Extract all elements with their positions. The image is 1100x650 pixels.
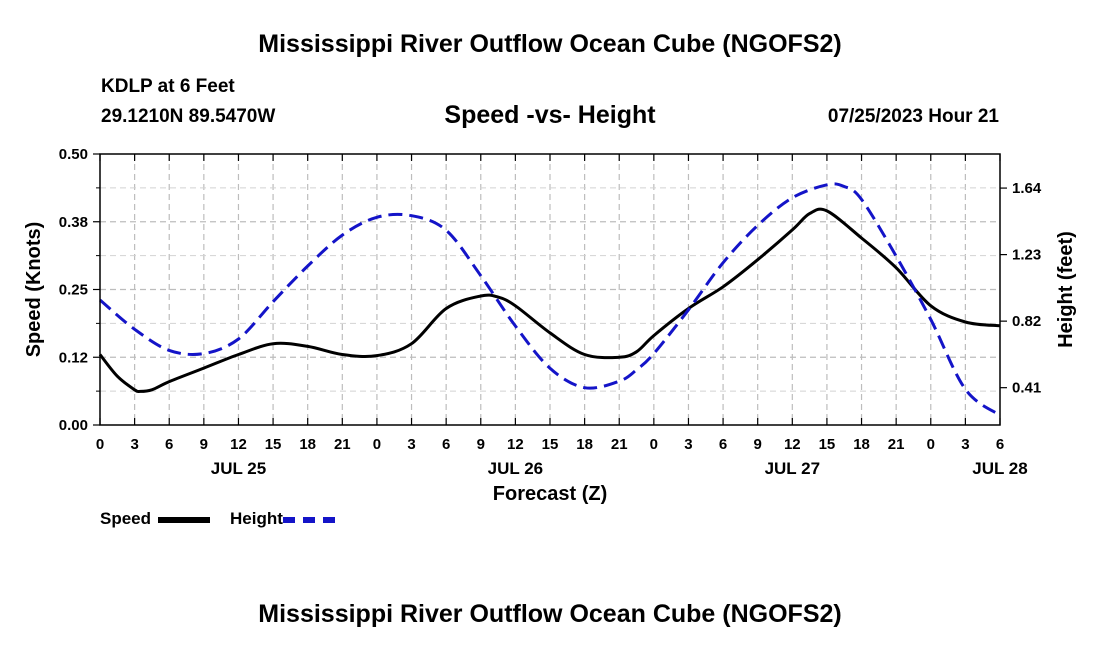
- chart-main-title: Mississippi River Outflow Ocean Cube (NG…: [258, 30, 842, 58]
- x-tick-label: 12: [784, 436, 801, 453]
- x-tick-label: 18: [576, 436, 593, 453]
- x-tick-label: 21: [334, 436, 351, 453]
- grid-layer: [100, 154, 1000, 425]
- y2-tick-label: 1.23: [1012, 247, 1041, 264]
- y-tick-label: 0.00: [59, 417, 88, 434]
- legend-height-label: Height: [230, 509, 283, 528]
- legend-speed-label: Speed: [100, 509, 152, 528]
- x-tick-label: 0: [373, 436, 381, 453]
- axis-layer: 0 3 6 9 12 15 18 21 0 3 6 9 12 15 18 21 0 3 6 9 12 15 18 21 0 3 6 J…: [59, 146, 1042, 478]
- series-layer: [98, 182, 1001, 417]
- y2-tick-label: 0.41: [1012, 380, 1041, 397]
- legend-height-swatch: [282, 516, 335, 523]
- legend-item-height: Height: [230, 509, 335, 529]
- x-tick-label: 3: [407, 436, 415, 453]
- date-label: JUL 27: [765, 459, 820, 478]
- legend-speed-swatch: [157, 516, 210, 523]
- x-tick-label: 3: [684, 436, 692, 453]
- x-tick-label: 0: [650, 436, 658, 453]
- x-tick-label: 21: [888, 436, 905, 453]
- chart-footer-title: Mississippi River Outflow Ocean Cube (NG…: [258, 600, 842, 628]
- y-tick-label: 0.38: [59, 214, 88, 231]
- y-tick-label: 0.12: [59, 349, 88, 366]
- x-tick-label: 15: [265, 436, 282, 453]
- x-tick-label: 3: [961, 436, 969, 453]
- y-axis-label: Speed (Knots): [23, 222, 45, 358]
- x-tick-label: 6: [442, 436, 450, 453]
- x-tick-label: 21: [611, 436, 628, 453]
- x-tick-label: 12: [507, 436, 524, 453]
- y-tick-label: 0.50: [59, 146, 88, 163]
- series-height-line: [99, 182, 1001, 417]
- y-tick-label: 0.25: [59, 282, 88, 299]
- x-tick-label: 6: [996, 436, 1004, 453]
- station-label: KDLP at 6 Feet: [101, 76, 235, 97]
- x-tick-label: 9: [477, 436, 485, 453]
- x-tick-label: 0: [927, 436, 935, 453]
- x-tick-label: 0: [96, 436, 104, 453]
- x-tick-label: 15: [819, 436, 836, 453]
- station-coordinates: 29.1210N 89.5470W: [101, 106, 276, 127]
- legend-item-speed: Speed: [100, 509, 210, 529]
- x-tick-label: 6: [165, 436, 173, 453]
- x-tick-label: 3: [130, 436, 138, 453]
- x-axis-label: Forecast (Z): [493, 483, 607, 505]
- y2-tick-label: 0.82: [1012, 313, 1041, 330]
- x-tick-label: 9: [754, 436, 762, 453]
- x-tick-label: 6: [719, 436, 727, 453]
- x-tick-label: 9: [200, 436, 208, 453]
- y2-axis-label: Height (feet): [1055, 231, 1077, 348]
- date-label: JUL 25: [211, 459, 266, 478]
- date-label: JUL 28: [972, 459, 1027, 478]
- date-label: JUL 26: [488, 459, 543, 478]
- x-tick-label: 18: [299, 436, 316, 453]
- x-tick-label: 18: [853, 436, 870, 453]
- series-speed-line: [98, 207, 1001, 394]
- x-tick-label: 15: [542, 436, 559, 453]
- x-tick-label: 12: [230, 436, 247, 453]
- chart-subtitle: Speed -vs- Height: [444, 101, 656, 129]
- forecast-run-time: 07/25/2023 Hour 21: [827, 106, 999, 127]
- y2-tick-label: 1.64: [1012, 180, 1042, 197]
